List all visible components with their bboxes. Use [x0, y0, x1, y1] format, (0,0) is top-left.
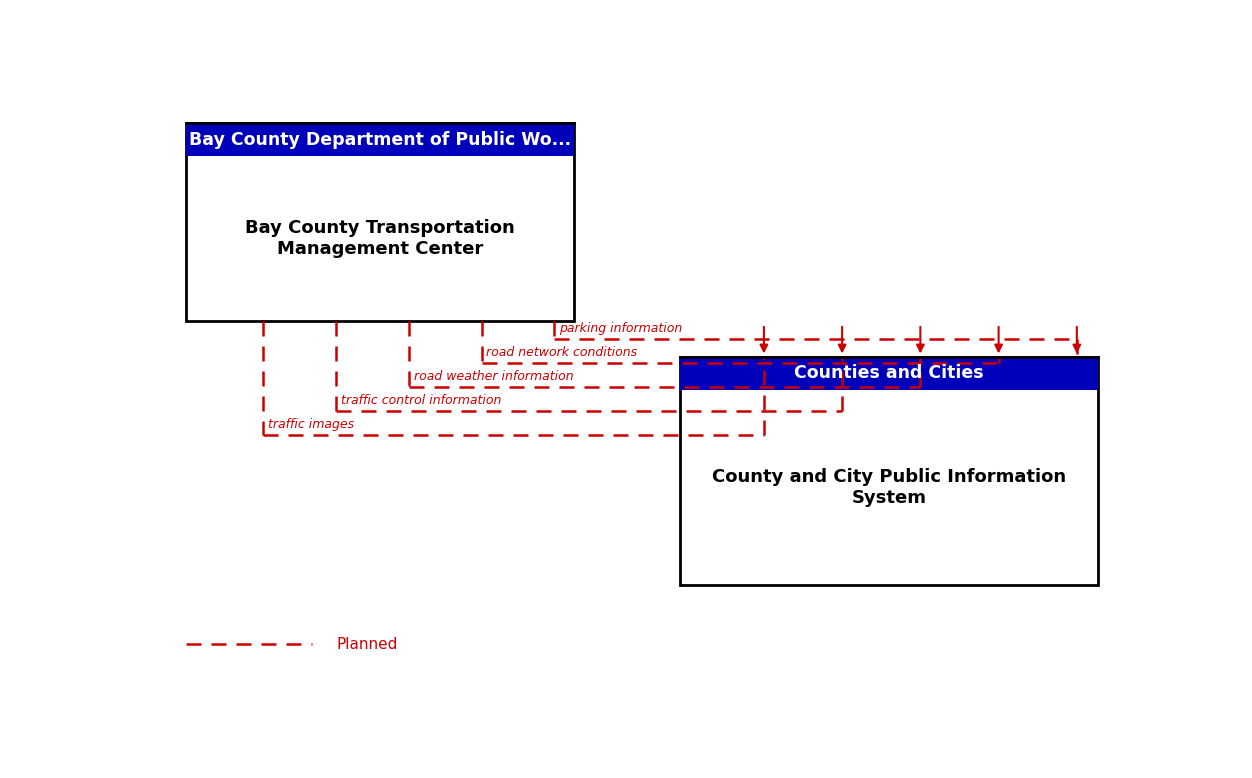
Text: road weather information: road weather information [413, 370, 573, 384]
Text: Counties and Cities: Counties and Cities [794, 364, 984, 383]
Text: road network conditions: road network conditions [486, 346, 637, 359]
Text: traffic control information: traffic control information [341, 394, 501, 407]
Text: traffic images: traffic images [268, 419, 354, 431]
Text: parking information: parking information [560, 322, 682, 335]
Text: Bay County Transportation
Management Center: Bay County Transportation Management Cen… [245, 219, 515, 258]
Text: County and City Public Information
System: County and City Public Information Syste… [712, 468, 1067, 506]
Bar [185, 124, 573, 321]
Bar [681, 357, 1098, 584]
Bar [681, 357, 1098, 390]
Bar [185, 124, 573, 156]
Text: Bay County Department of Public Wo...: Bay County Department of Public Wo... [189, 131, 571, 149]
Text: Planned: Planned [336, 637, 397, 652]
